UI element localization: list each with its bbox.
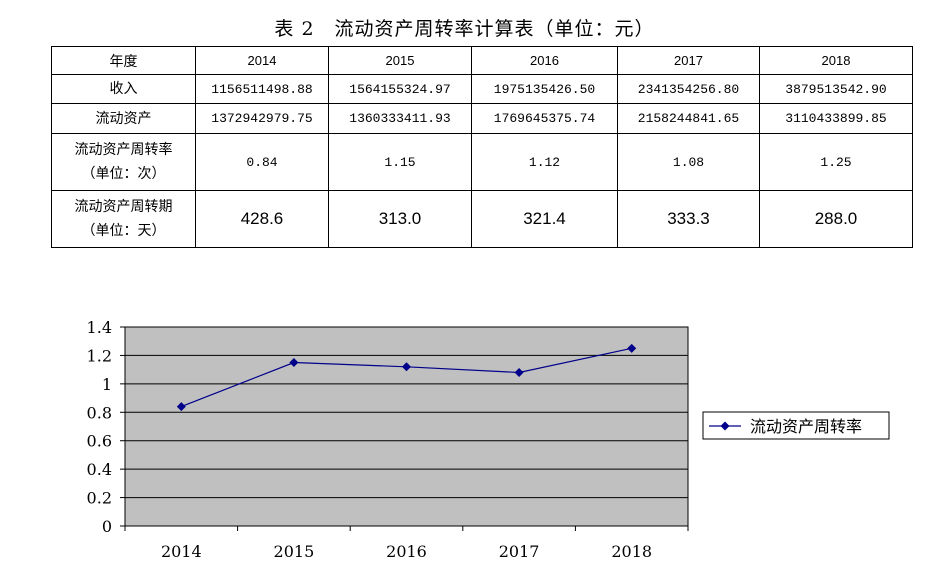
legend-diamond-icon <box>720 421 730 431</box>
header-cell: 2016 <box>471 46 618 75</box>
data-point-marker <box>514 367 524 377</box>
data-point-marker <box>402 362 411 372</box>
table-cell: 288.0 <box>759 190 913 248</box>
x-tick-label: 2018 <box>611 542 652 561</box>
y-tick-label: 0.4 <box>87 460 112 479</box>
table-cell: 2158244841.65 <box>617 103 760 134</box>
row-label-unit: （单位：次） <box>81 166 166 182</box>
table-cell: 1.15 <box>328 133 472 191</box>
y-tick-label: 0.8 <box>87 403 112 422</box>
page-title: 表 2 流动资产周转率计算表（单位：元） <box>274 18 655 40</box>
table-cell: 3879513542.90 <box>759 74 913 104</box>
data-point-marker <box>176 402 186 412</box>
table-cell: 1975135426.50 <box>471 74 618 104</box>
x-tick-labels: 2014 2015 2016 2017 2018 <box>161 542 652 561</box>
table-cell: 1.08 <box>617 133 760 191</box>
row-label-revenue: 收入 <box>51 74 196 104</box>
x-tick-label: 2017 <box>499 542 540 561</box>
table-cell: 0.84 <box>195 133 329 191</box>
turnover-table: 年度 2014 2015 2016 2017 2018 收入 115651149… <box>51 46 913 248</box>
table-cell: 1.12 <box>471 133 618 191</box>
y-tick-label: 1.4 <box>87 318 112 337</box>
legend-label: 流动资产周转率 <box>750 417 862 436</box>
legend: 流动资产周转率 <box>702 411 890 440</box>
y-tick-label: 1.2 <box>87 346 112 365</box>
data-point-marker <box>289 358 299 368</box>
x-tick-label: 2015 <box>274 542 315 561</box>
row-label-line: 流动资产周转期 <box>74 199 173 215</box>
row-label-unit: （单位：天） <box>81 223 166 239</box>
table-cell: 428.6 <box>195 190 329 248</box>
y-tick-label: 1 <box>102 375 112 394</box>
table-cell: 1156511498.88 <box>195 74 329 104</box>
y-tick-label: 0 <box>102 517 112 536</box>
table-cell: 333.3 <box>617 190 760 248</box>
header-cell: 2014 <box>195 46 329 75</box>
table-cell: 2341354256.80 <box>617 74 760 104</box>
x-tick-label: 2014 <box>161 542 202 561</box>
data-point-marker <box>627 343 637 353</box>
gridlines <box>125 354 688 499</box>
header-cell: 2015 <box>328 46 472 75</box>
y-tick-label: 0.6 <box>87 432 112 451</box>
row-label-turnover-period: 流动资产周转期 （单位：天） <box>51 190 196 248</box>
table-row-turnover-period: 流动资产周转期 （单位：天） 428.6 313.0 321.4 333.3 2… <box>51 190 913 248</box>
table-cell: 1360333411.93 <box>328 103 472 134</box>
series-layer <box>176 343 637 412</box>
axes <box>120 326 689 531</box>
row-label-line: 流动资产周转率 <box>74 142 173 158</box>
y-tick-labels: 1.4 1.2 1 0.8 0.6 0.4 0.2 0 <box>87 318 112 536</box>
plot-area <box>124 326 689 527</box>
y-tick-label: 0.2 <box>87 489 112 508</box>
row-label-turnover-rate: 流动资产周转率 （单位：次） <box>51 133 196 191</box>
table-cell: 1769645375.74 <box>471 103 618 134</box>
table-cell: 1372942979.75 <box>195 103 329 134</box>
x-tick-label: 2016 <box>386 542 427 561</box>
table-cell: 321.4 <box>471 190 618 248</box>
header-cell-year: 年度 <box>51 46 196 75</box>
table-header-row: 年度 2014 2015 2016 2017 2018 <box>51 46 913 75</box>
